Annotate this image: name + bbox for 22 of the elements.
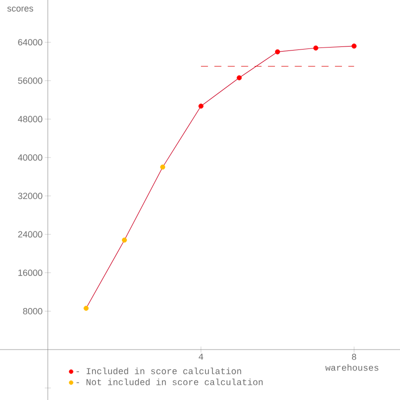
x-axis-title: warehouses <box>325 364 378 371</box>
point <box>122 238 127 243</box>
x-tick-label: 4 <box>198 354 204 360</box>
y-tick-label: 32000 <box>18 192 42 200</box>
point <box>313 46 318 51</box>
y-tick-label: 24000 <box>18 231 42 238</box>
point <box>275 49 280 54</box>
point <box>198 104 204 109</box>
legend-label: - Not included in score calculation <box>76 378 263 386</box>
point <box>160 164 166 170</box>
y-tick-label: 48000 <box>18 116 42 122</box>
point <box>236 75 242 80</box>
y-tick-label: 64000 <box>18 39 42 46</box>
y-tick-label: 8000 <box>23 308 42 314</box>
y-tick-label: 40000 <box>18 154 42 161</box>
y-tick-label: 56000 <box>18 77 42 84</box>
point <box>352 44 357 49</box>
point <box>84 306 89 311</box>
x-tick-label: 8 <box>352 354 356 360</box>
y-axis-title: scores <box>7 6 34 12</box>
legend-label: - Included in score calculation <box>76 368 242 374</box>
y-tick-label: 16000 <box>18 270 42 276</box>
